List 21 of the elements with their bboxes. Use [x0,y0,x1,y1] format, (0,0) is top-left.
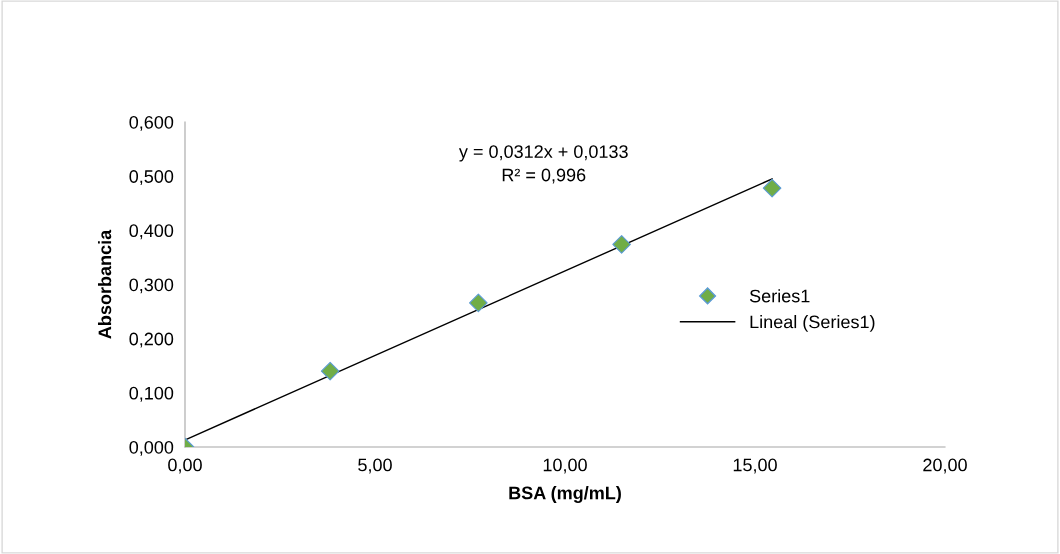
y-tick-label: 0,000 [129,440,174,456]
x-tick-label: 20,00 [923,458,967,474]
legend-label: Series1 [749,289,810,303]
x-tick-label: 5,00 [358,458,392,474]
y-tick-label: 0,600 [129,115,174,131]
x-axis-title: BSA (mg/mL) [509,486,621,503]
point [612,235,631,254]
annotation: y = 0,0312x + 0,0133 R² = 0,996 [458,145,628,184]
y-tick-label: 0,300 [129,278,174,294]
x-tick-label: 10,00 [543,458,587,474]
point [762,178,782,198]
point [469,293,488,313]
x-tick-label: 0,00 [168,458,202,474]
y-tick-label: 0,500 [129,170,174,186]
y-tick-label: 0,200 [129,332,174,348]
x-tick-label: 15,00 [733,458,777,474]
point [320,361,340,381]
y-tick-label: 0,400 [129,224,174,240]
y-axis-title: Absorbancia [97,229,112,339]
legend-label: Lineal (Series1) [750,315,875,332]
y-tick-label: 0,100 [129,386,174,402]
